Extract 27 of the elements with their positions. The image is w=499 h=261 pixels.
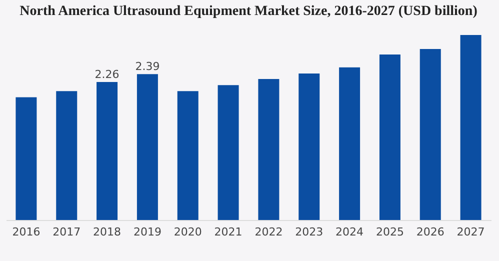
data-label: 2.26 [94,68,120,82]
bar [258,78,280,220]
bar [460,35,482,220]
chart-title: North America Ultrasound Equipment Market Size, 2016-2027 (USD billion) [20,4,478,19]
x-tick-label: 2023 [295,226,324,238]
x-tick-label: 2019 [133,226,162,238]
x-tick-label: 2021 [214,226,242,238]
x-tick-label: 2020 [174,226,202,238]
x-tick-label: 2025 [376,226,404,238]
bar [339,67,360,220]
bar [298,73,320,220]
x-tick-label: 2027 [456,226,485,238]
bar [136,74,158,220]
bar [379,54,400,220]
x-tick-label: 2016 [12,226,40,238]
x-tick-label: 2022 [254,226,283,238]
bar [16,97,37,220]
data-label: 2.39 [135,60,160,74]
x-tick-label: 2018 [93,226,122,238]
bar [420,49,441,220]
bar [96,82,118,220]
bar [218,85,239,220]
x-tick-label: 2026 [416,226,444,238]
x-tick-label: 2017 [52,226,81,238]
bar [56,91,78,220]
x-tick-label: 2024 [336,226,364,238]
bar [177,91,198,220]
